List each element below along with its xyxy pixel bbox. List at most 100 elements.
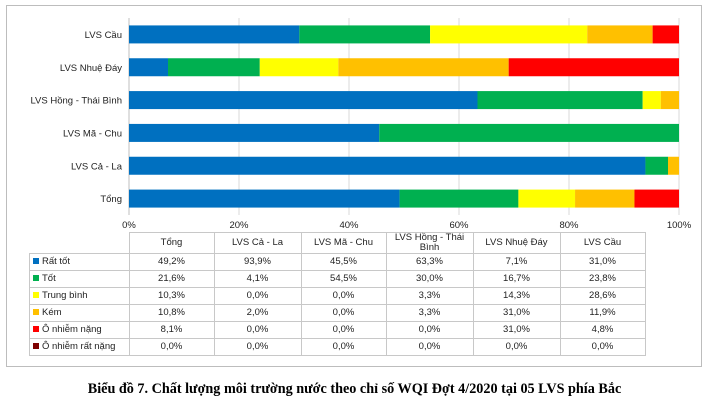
bar-segment (299, 25, 431, 44)
data-table-col-header: LVS Cầu (559, 232, 646, 254)
bar-segment (430, 25, 588, 44)
data-table-col-header: LVS Cả - La (213, 232, 302, 254)
x-tick-label: 60% (449, 220, 469, 231)
data-table-cell: 31,0% (472, 321, 561, 339)
bar-segment (642, 91, 661, 110)
x-tick-label: 100% (667, 220, 692, 231)
bar-segment (652, 25, 679, 44)
data-table-cell: 0,0% (559, 338, 646, 356)
data-table-col-header: LVS Nhuệ Đáy (472, 232, 561, 254)
data-table-cell: 0,0% (385, 321, 474, 339)
data-table-cell: 49,2% (128, 253, 215, 271)
bar-segment (668, 156, 679, 175)
data-table-cell: 0,0% (128, 338, 215, 356)
category-label: LVS Cả - La (71, 161, 123, 172)
bar-segment (477, 91, 643, 110)
data-table-cell: 0,0% (213, 321, 302, 339)
data-table-body: Rất tốt 49,2% 93,9% 45,5% 63,3% 7,1% 31,0% Tốt 2… (29, 253, 646, 356)
data-table-cell: 0,0% (213, 287, 302, 305)
legend-label: Tốt (42, 273, 56, 284)
data-table-cell: 21,6% (128, 270, 215, 288)
bar-segment (129, 58, 169, 77)
bar-segment (129, 25, 300, 44)
bars (129, 25, 679, 208)
legend-label: Ô nhiễm nặng (42, 324, 102, 335)
data-table-corner (29, 232, 130, 254)
legend-label: Ô nhiễm rất nặng (42, 341, 116, 352)
data-table-cell: 3,3% (385, 287, 474, 305)
data-table-row: Kém 10,8% 2,0% 0,0% 3,3% 31,0% 11,9% (29, 304, 646, 322)
bar-segment (575, 189, 635, 208)
data-table-row: Ô nhiễm nặng 8,1% 0,0% 0,0% 0,0% 31,0% 4,8% (29, 321, 646, 339)
bar-segment (338, 58, 509, 77)
data-table-cell: 2,0% (213, 304, 302, 322)
data-table-cell: 10,8% (128, 304, 215, 322)
legend-label: Rất tốt (42, 256, 70, 267)
data-table-cell: 14,3% (472, 287, 561, 305)
legend-entry: Ô nhiễm rất nặng (29, 338, 130, 356)
data-table-cell: 31,0% (472, 304, 561, 322)
bar-segment (259, 58, 339, 77)
data-table-cell: 0,0% (385, 338, 474, 356)
bar-segment (129, 156, 646, 175)
bar-segment (508, 58, 679, 77)
bar-segment (587, 25, 653, 44)
data-table-cell: 8,1% (128, 321, 215, 339)
legend-entry: Trung bình (29, 287, 130, 305)
category-label: LVS Mã - Chu (63, 128, 122, 139)
category-label: LVS Nhuệ Đáy (60, 63, 122, 74)
legend-entry: Rất tốt (29, 253, 130, 271)
category-label: Tổng (100, 194, 122, 205)
data-table-col-header: LVS Hồng - Thái Bình (385, 232, 474, 254)
bar-segment (129, 91, 478, 110)
data-table-cell: 7,1% (472, 253, 561, 271)
figure-caption: Biểu đồ 7. Chất lượng môi trường nước th… (87, 381, 622, 397)
legend-entry: Kém (29, 304, 130, 322)
legend-swatch (33, 326, 39, 332)
data-table-cell: 0,0% (300, 338, 387, 356)
data-table-cell: 45,5% (300, 253, 387, 271)
bar-segment (168, 58, 260, 77)
bar-segment (399, 189, 519, 208)
data-table-cell: 16,7% (472, 270, 561, 288)
bar-segment (518, 189, 576, 208)
data-table-cell: 0,0% (300, 304, 387, 322)
legend-swatch (33, 309, 39, 315)
data-table-row: Trung bình 10,3% 0,0% 0,0% 3,3% 14,3% 28,6% (29, 287, 646, 305)
data-table-cell: 4,1% (213, 270, 302, 288)
legend-swatch (33, 258, 39, 264)
data-table: Tổng LVS Cả - La LVS Mã - Chu LVS Hồng -… (29, 232, 646, 356)
data-table-cell: 30,0% (385, 270, 474, 288)
data-table-row: Tốt 21,6% 4,1% 54,5% 30,0% 16,7% 23,8% (29, 270, 646, 288)
data-table-col-header: LVS Mã - Chu (300, 232, 387, 254)
data-table-cell: 93,9% (213, 253, 302, 271)
bar-segment (379, 123, 679, 142)
data-table-cell: 54,5% (300, 270, 387, 288)
stacked-bar-chart: LVS Cầu LVS Nhuệ Đáy LVS Hồng - Thái Bình L… (30, 18, 692, 231)
x-tick-label: 40% (339, 220, 359, 231)
legend-swatch (33, 343, 39, 349)
data-table-cell: 3,3% (385, 304, 474, 322)
data-table-cell: 28,6% (559, 287, 646, 305)
legend-entry: Ô nhiễm nặng (29, 321, 130, 339)
data-table-cell: 23,8% (559, 270, 646, 288)
category-labels: LVS Cầu LVS Nhuệ Đáy LVS Hồng - Thái Bình L… (30, 30, 122, 205)
bar-segment (645, 156, 668, 175)
data-table-cell: 11,9% (559, 304, 646, 322)
legend-label: Kém (42, 307, 62, 318)
legend-swatch (33, 292, 39, 298)
bar-segment (660, 91, 679, 110)
category-label: LVS Hồng - Thái Bình (30, 96, 122, 107)
data-table-cell: 0,0% (213, 338, 302, 356)
data-table-cell: 63,3% (385, 253, 474, 271)
x-tick-label: 80% (559, 220, 579, 231)
data-table-cell: 10,3% (128, 287, 215, 305)
data-table-col-header: Tổng (128, 232, 215, 254)
data-table-row: Rất tốt 49,2% 93,9% 45,5% 63,3% 7,1% 31,0% (29, 253, 646, 271)
category-label: LVS Cầu (85, 30, 122, 41)
legend-entry: Tốt (29, 270, 130, 288)
bar-segment (129, 189, 400, 208)
bar-segment (634, 189, 679, 208)
data-table-cell: 0,0% (472, 338, 561, 356)
x-tick-label: 20% (229, 220, 249, 231)
